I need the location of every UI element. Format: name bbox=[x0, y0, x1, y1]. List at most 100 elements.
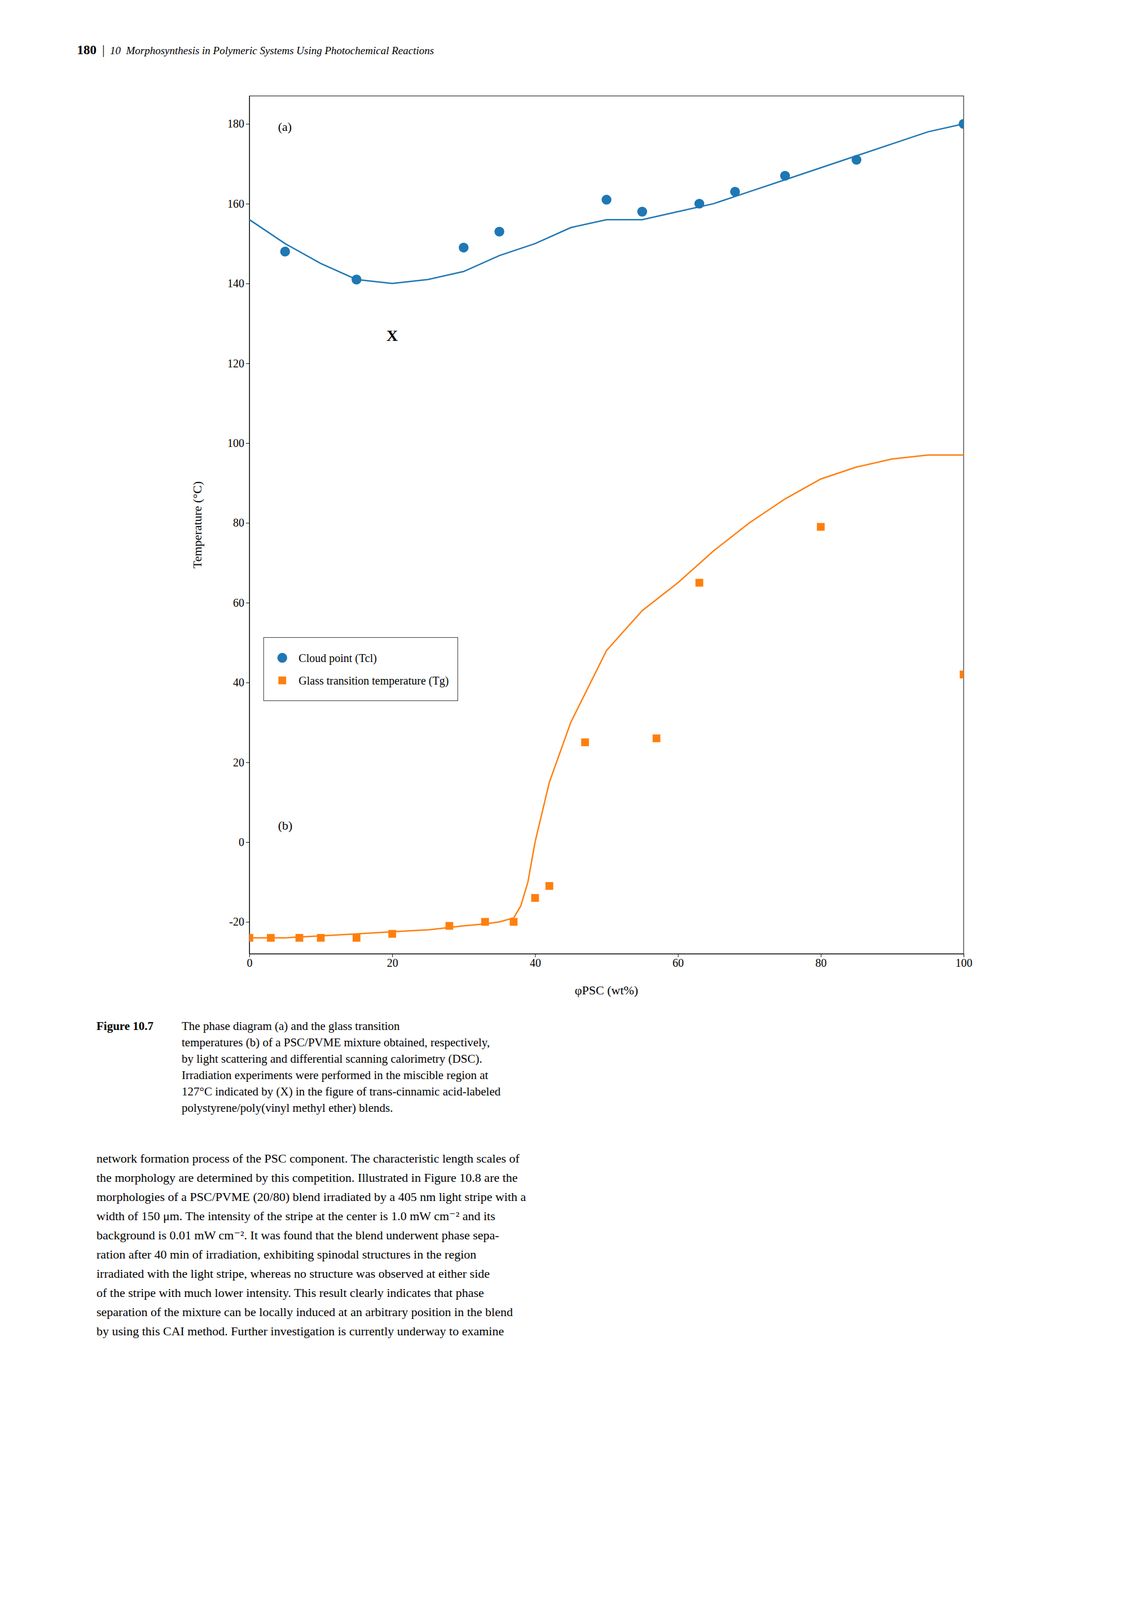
page-background bbox=[0, 0, 1134, 1600]
x-tick-label: 80 bbox=[815, 956, 827, 969]
circle-point bbox=[637, 206, 648, 217]
y-tick: 100 bbox=[227, 436, 250, 450]
square-point bbox=[531, 893, 540, 902]
square-point bbox=[545, 881, 554, 890]
x-tick: 40 bbox=[529, 953, 542, 969]
panel-label: (b) bbox=[278, 818, 293, 833]
caption-line: Irradiation experiments were performed i… bbox=[181, 1067, 489, 1082]
legend-label: Glass transition temperature (Tg) bbox=[298, 674, 449, 688]
y-tick-label: 100 bbox=[227, 436, 245, 450]
square-point bbox=[317, 933, 325, 942]
x-axis-title: φPSC (wt%) bbox=[574, 982, 639, 997]
panel-label: (a) bbox=[278, 119, 292, 134]
x-tick: 60 bbox=[672, 953, 684, 969]
circle-point bbox=[730, 186, 740, 197]
y-tick-label: 80 bbox=[233, 516, 245, 529]
plot-frame bbox=[249, 95, 964, 954]
x-tick-label: 40 bbox=[529, 956, 542, 969]
y-tick-label: -20 bbox=[229, 915, 245, 928]
square-point bbox=[266, 933, 275, 942]
caption-line: by light scattering and differential sca… bbox=[181, 1051, 483, 1066]
x-tick: 100 bbox=[955, 953, 973, 969]
header-separator: | bbox=[102, 42, 105, 57]
body-line: background is 0.01 mW cm⁻². It was found… bbox=[96, 1227, 500, 1242]
y-tick-label: 120 bbox=[227, 357, 245, 370]
y-tick: 0 bbox=[238, 835, 250, 848]
circle-point bbox=[494, 226, 504, 237]
square-point bbox=[481, 917, 490, 926]
square-point bbox=[249, 933, 254, 942]
x-tick-label: 60 bbox=[672, 956, 684, 969]
y-tick-mark bbox=[245, 522, 250, 523]
caption-line: 127°C indicated by (X) in the figure of … bbox=[181, 1084, 501, 1098]
body-line: morphologies of a PSC/PVME (20/80) blend… bbox=[96, 1189, 527, 1204]
square-point bbox=[295, 933, 304, 942]
square-point bbox=[581, 737, 590, 746]
caption-line: temperatures (b) of a PSC/PVME mixture o… bbox=[181, 1035, 490, 1049]
y-tick: 60 bbox=[233, 596, 250, 609]
y-tick-mark bbox=[245, 841, 250, 843]
body-line: ration after 40 min of irradiation, exhi… bbox=[96, 1246, 477, 1261]
y-tick: 80 bbox=[233, 516, 250, 529]
legend-marker bbox=[278, 676, 287, 685]
point-annotation: X bbox=[386, 326, 398, 345]
body-line: the morphology are determined by this co… bbox=[96, 1170, 518, 1185]
curve-line bbox=[249, 123, 964, 284]
y-axis-title: Temperature (°C) bbox=[190, 481, 205, 569]
square-point bbox=[816, 522, 825, 531]
y-tick: 20 bbox=[233, 756, 250, 769]
curve-line bbox=[249, 454, 964, 938]
square-point bbox=[352, 933, 361, 942]
legend: Cloud point (Tcl) Glass transition temper… bbox=[263, 637, 458, 701]
circle-point bbox=[958, 119, 964, 129]
caption-line: polystyrene/poly(vinyl methyl ether) ble… bbox=[181, 1100, 393, 1115]
body-line: network formation process of the PSC com… bbox=[96, 1150, 521, 1166]
y-tick-mark bbox=[245, 762, 250, 763]
circle-point bbox=[280, 246, 290, 257]
y-tick-mark bbox=[245, 363, 250, 364]
legend-label: Cloud point (Tcl) bbox=[298, 651, 377, 665]
y-tick-label: 140 bbox=[227, 277, 245, 290]
y-tick: 140 bbox=[227, 277, 250, 290]
caption-line: The phase diagram (a) and the glass tran… bbox=[181, 1018, 401, 1033]
circle-point bbox=[851, 154, 861, 165]
square-point bbox=[959, 670, 964, 679]
square-point bbox=[652, 733, 661, 742]
y-tick-mark bbox=[245, 682, 250, 683]
circle-point bbox=[780, 170, 790, 181]
y-tick-mark bbox=[245, 602, 250, 604]
circle-point bbox=[351, 274, 362, 284]
circle-point bbox=[694, 198, 705, 209]
legend-box bbox=[263, 637, 458, 701]
square-point bbox=[388, 929, 397, 938]
x-tick-label: 0 bbox=[247, 956, 253, 969]
body-line: irradiated with the light stripe, wherea… bbox=[96, 1266, 490, 1281]
square-point bbox=[510, 917, 518, 926]
header-text: 10 Morphosynthesis in Polymeric Systems … bbox=[110, 44, 434, 57]
y-tick-mark bbox=[245, 283, 250, 284]
annotations: X (a) (b) bbox=[278, 119, 399, 833]
x-tick-label: 100 bbox=[955, 956, 973, 969]
plot-marks bbox=[249, 119, 964, 942]
y-tick-mark bbox=[245, 921, 250, 922]
circle-point bbox=[601, 194, 612, 205]
x-axis: 0 20 40 60 80 100 bbox=[247, 953, 973, 969]
body-line: by using this CAI method. Further invest… bbox=[96, 1323, 504, 1338]
y-tick: 120 bbox=[227, 357, 250, 370]
body-line: of the stripe with much lower intensity.… bbox=[96, 1285, 485, 1300]
y-tick-label: 180 bbox=[227, 117, 245, 130]
body-line: separation of the mixture can be locally… bbox=[96, 1304, 513, 1319]
header-page: 180 bbox=[77, 42, 98, 57]
y-tick-mark bbox=[245, 442, 250, 444]
y-tick-label: 60 bbox=[233, 596, 245, 609]
x-tick: 80 bbox=[815, 953, 827, 969]
y-tick: 40 bbox=[233, 675, 250, 689]
page: 180 | 10 Morphosynthesis in Polymeric Syst… bbox=[0, 0, 1134, 1600]
y-tick-label: 160 bbox=[227, 197, 245, 210]
y-tick-label: 20 bbox=[233, 756, 245, 769]
square-point bbox=[445, 921, 454, 930]
x-tick: 20 bbox=[387, 953, 399, 969]
y-tick-mark bbox=[245, 123, 250, 125]
circle-point bbox=[458, 242, 469, 253]
x-tick-label: 20 bbox=[387, 956, 399, 969]
